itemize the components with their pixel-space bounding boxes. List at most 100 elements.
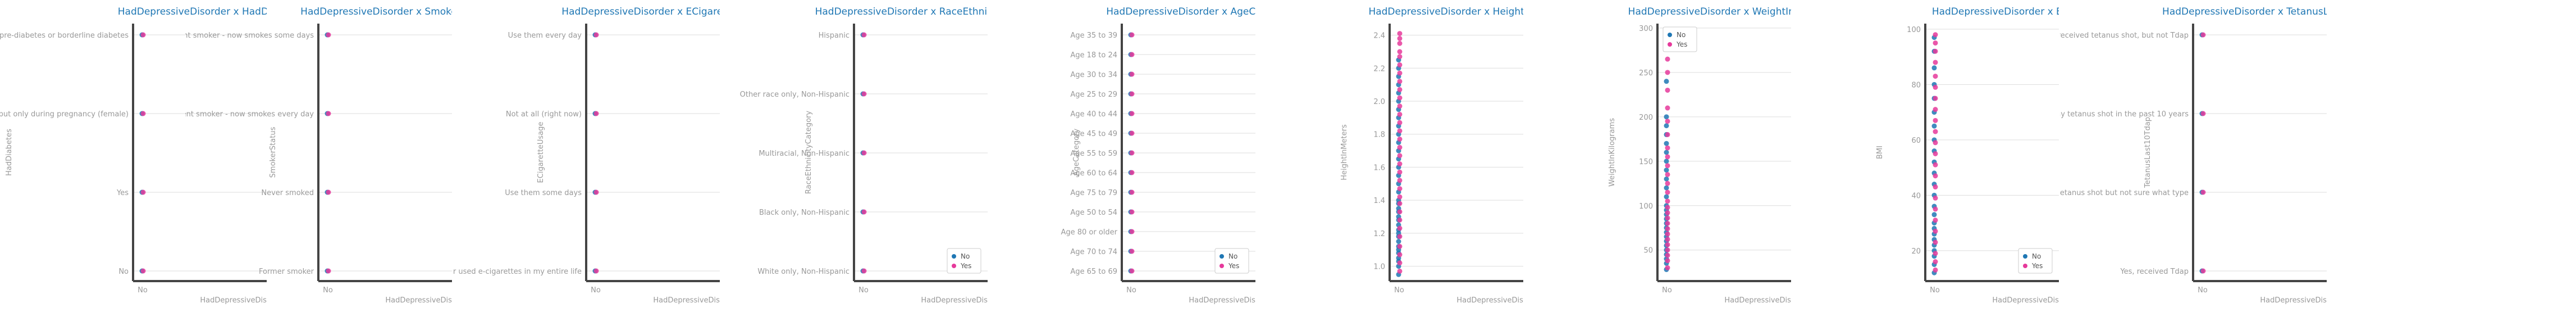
y-tick-label: No — [118, 268, 129, 276]
data-point-yes — [1665, 220, 1670, 226]
y-tick-label: Yes, received tetanus shot, but not Tdap — [2060, 31, 2189, 40]
chart-title: HadDepressiveDisorder x RaceEthnicityCat… — [815, 6, 988, 17]
data-point-no — [1931, 212, 1937, 218]
data-point-yes — [1665, 56, 1670, 62]
chart-panel-9: HadDepressiveDisorder x TetanusLast10Tda… — [2060, 6, 2327, 305]
data-point-yes — [1665, 171, 1670, 177]
y-tick-label: 60 — [1911, 137, 1921, 145]
y-tick-label: Use them some days — [505, 189, 582, 197]
data-point-no — [1664, 168, 1669, 173]
data-point-yes — [326, 189, 331, 195]
data-point-yes — [861, 91, 867, 97]
chart-title: HadDepressiveDisorder x TetanusLast10Tda… — [2162, 6, 2327, 17]
data-point-yes — [1129, 248, 1135, 254]
data-point-no — [1664, 194, 1669, 200]
x-tick-label: No — [858, 286, 869, 295]
y-tick-label: White only, Non-Hispanic — [757, 268, 849, 276]
data-point-yes — [1933, 184, 1938, 190]
y-tick-label: 300 — [1639, 25, 1653, 33]
y-tick-label: No, did not receive any tetanus shot in … — [2060, 110, 2189, 119]
y-tick-label: Hispanic — [819, 31, 849, 40]
x-tick-label: No — [2198, 286, 2208, 295]
legend-marker — [2023, 264, 2027, 268]
y-tick-label: Current smoker - now smokes some days — [185, 31, 314, 40]
data-point-yes — [2200, 268, 2206, 274]
legend: No Yes — [947, 248, 981, 274]
chart-title: HadDepressiveDisorder x WeightInKilogram… — [1628, 6, 1791, 17]
y-tick-label: Age 30 to 34 — [1070, 71, 1117, 79]
legend-label: No — [1228, 252, 1237, 260]
data-point-no — [1664, 150, 1669, 155]
data-point-yes — [1397, 194, 1403, 200]
y-tick-label: Current smoker - now smokes every day — [185, 110, 314, 119]
data-point-yes — [1933, 151, 1938, 156]
data-point-yes — [1397, 70, 1403, 76]
data-point-yes — [1933, 140, 1938, 146]
y-tick-label: 2.2 — [1373, 65, 1385, 73]
data-point-yes — [1397, 95, 1403, 101]
data-point-yes — [593, 189, 599, 195]
y-tick-label: No, pre-diabetes or borderline diabetes — [0, 31, 129, 40]
y-tick-label: Other race only, Non-Hispanic — [740, 91, 849, 99]
chart-panel-6: HadDepressiveDisorder x HeightInMeters p… — [1340, 6, 1523, 305]
chart-panel-1: HadDepressiveDisorder x HadDiabetes per … — [0, 6, 267, 305]
y-tick-label: Former smoker — [259, 268, 314, 276]
data-point-yes — [593, 268, 599, 274]
data-point-yes — [1665, 145, 1670, 151]
data-point-yes — [1665, 119, 1670, 124]
legend-marker — [1668, 33, 1672, 37]
data-point-yes — [1397, 252, 1403, 257]
data-point-yes — [1933, 259, 1938, 265]
data-point-yes — [1397, 137, 1403, 142]
data-point-yes — [1397, 62, 1403, 67]
data-point-yes — [1933, 173, 1938, 179]
data-point-yes — [1397, 161, 1403, 167]
data-point-yes — [1129, 32, 1135, 38]
data-point-yes — [1933, 228, 1938, 234]
y-tick-label: Yes — [116, 189, 129, 197]
data-point-no — [1931, 65, 1937, 71]
data-point-yes — [861, 150, 867, 156]
data-point-yes — [1665, 189, 1670, 195]
y-axis-label: WeightInKilograms — [1608, 118, 1616, 187]
y-tick-label: 1.8 — [1373, 131, 1385, 139]
legend-marker — [1220, 254, 1224, 259]
data-point-yes — [140, 268, 146, 274]
y-tick-label: 20 — [1911, 247, 1921, 256]
chart-title: HadDepressiveDisorder x ECigaretteUsage … — [561, 6, 720, 17]
data-point-yes — [1129, 91, 1135, 97]
data-point-yes — [861, 268, 867, 274]
x-axis-label: HadDepressiveDisorder — [385, 296, 452, 305]
legend-label: Yes — [2031, 262, 2043, 270]
data-point-yes — [1933, 60, 1938, 65]
chart-title: HadDepressiveDisorder x BMI per CovidPos — [1932, 6, 2059, 17]
y-tick-label: Black only, Non-Hispanic — [759, 209, 849, 217]
data-point-yes — [1129, 209, 1135, 215]
x-tick-label: No — [1930, 286, 1940, 295]
y-tick-label: Age 45 to 49 — [1070, 130, 1117, 138]
y-tick-label: Age 65 to 69 — [1070, 268, 1117, 276]
y-tick-label: Use them every day — [508, 31, 582, 40]
data-point-yes — [1397, 209, 1403, 215]
y-tick-label: 200 — [1639, 114, 1653, 122]
y-axis-label: RaceEthnicityCategory — [805, 111, 813, 194]
data-point-yes — [1665, 154, 1670, 160]
data-point-yes — [326, 32, 331, 38]
data-point-yes — [1397, 40, 1403, 46]
data-point-yes — [1665, 247, 1670, 253]
data-point-yes — [1129, 111, 1135, 116]
y-tick-label: 150 — [1639, 158, 1653, 166]
chart-title: HadDepressiveDisorder x SmokerStatus per… — [300, 6, 452, 17]
data-point-yes — [2200, 111, 2206, 116]
data-point-yes — [140, 189, 146, 195]
legend-marker — [952, 254, 956, 259]
data-point-yes — [1129, 268, 1135, 274]
data-point-yes — [1397, 144, 1403, 150]
y-tick-label: Age 70 to 74 — [1070, 248, 1117, 256]
chart-panel-7: HadDepressiveDisorder x WeightInKilogram… — [1608, 6, 1791, 305]
data-point-yes — [1129, 229, 1135, 234]
data-point-yes — [1397, 35, 1403, 41]
data-point-yes — [1933, 129, 1938, 134]
data-point-yes — [1933, 48, 1938, 54]
data-point-yes — [1665, 237, 1670, 242]
